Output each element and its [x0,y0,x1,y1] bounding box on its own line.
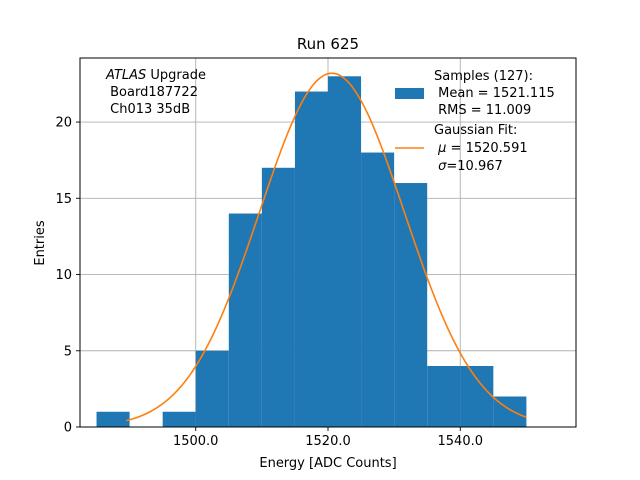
histogram-bar [96,411,130,427]
histogram-bar [460,366,494,427]
annotation-line-1: ATLAS Upgrade [105,68,206,83]
legend-fit-header: Gaussian Fit: [434,123,517,138]
legend: Samples (127): Mean = 1521.115 RMS = 11.… [395,69,555,174]
y-tick-label: 0 [64,421,72,436]
y-axis-label: Entries [33,220,48,266]
histogram-bar [162,411,196,427]
histogram-bar [394,183,428,427]
histogram-bar [427,366,461,427]
annotation-board: Board187722 [106,85,198,100]
legend-mu-symbol: μ [437,141,446,156]
annotation-upgrade: Upgrade [146,68,206,83]
histogram-bar [228,213,262,427]
gaussian-fit-curve [126,72,527,422]
legend-samples-rms: RMS = 11.009 [434,103,531,118]
y-tick-label: 10 [55,268,72,283]
x-tick-label: 1540.0 [438,434,484,449]
histogram-bar [328,76,362,428]
x-tick-label: 1520.0 [305,434,351,449]
histogram-bar [361,152,395,428]
annotation-atlas: ATLAS [105,68,146,83]
x-axis-label: Energy [ADC Counts] [259,456,396,471]
histogram-bar [195,350,229,427]
legend-fit-sigma: σ=10.967 [434,159,503,174]
legend-sigma-symbol: σ [438,159,447,174]
histogram-bar [261,167,295,427]
legend-samples-mean: Mean = 1521.115 [434,86,555,101]
y-tick-label: 15 [55,192,72,207]
legend-sigma-value: =10.967 [446,159,502,174]
axis-ticks: 1500.0 1520.0 1540.0 0 5 10 15 20 [55,116,483,449]
histogram-bar [294,91,328,427]
annotation-channel: Ch013 35dB [106,102,190,117]
legend-histogram-swatch [395,88,424,99]
atlas-annotation: ATLAS Upgrade Board187722 Ch013 35dB [105,68,206,117]
histogram-bars [96,76,527,428]
legend-mu-value: = 1520.591 [446,141,527,156]
y-tick-label: 5 [64,344,72,359]
y-tick-label: 20 [55,116,72,131]
legend-fit-mu: μ = 1520.591 [434,141,528,156]
chart-title: Run 625 [297,35,359,53]
legend-samples-header: Samples (127): [434,69,533,84]
x-tick-label: 1500.0 [173,434,219,449]
